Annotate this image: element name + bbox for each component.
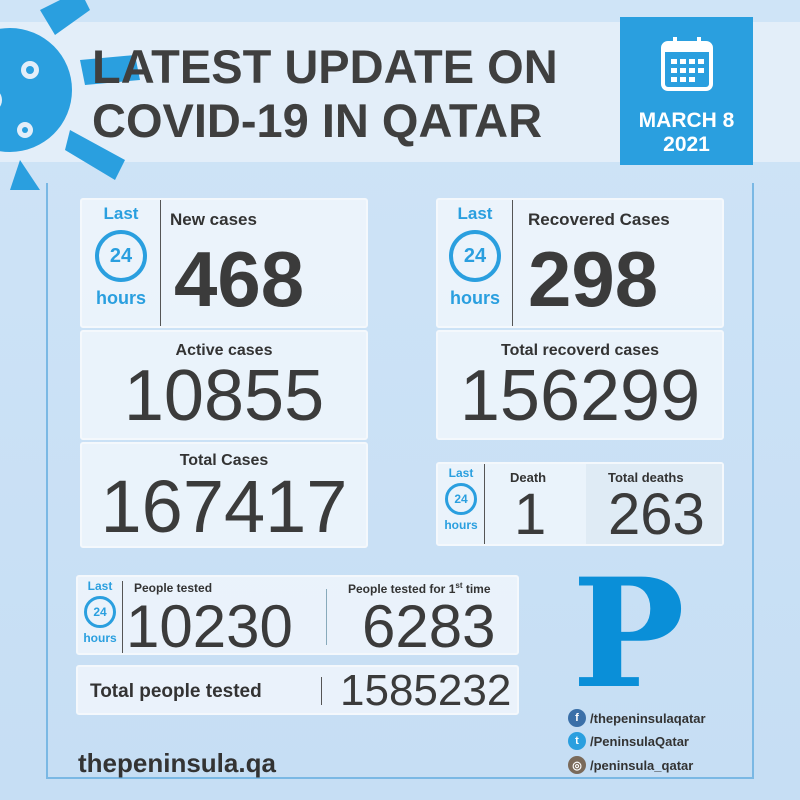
clock-24-icon: 24 xyxy=(95,230,147,282)
last-label: Last xyxy=(87,579,113,593)
total-deaths-label: Total deaths xyxy=(608,470,684,485)
virus-icon xyxy=(0,0,140,190)
content-frame xyxy=(46,183,754,779)
total-tested-label: Total people tested xyxy=(90,681,262,702)
total-cases-label: Total Cases xyxy=(179,452,269,469)
clock-24-icon: 24 xyxy=(445,483,477,515)
last-label: Last xyxy=(457,204,493,223)
calendar-icon xyxy=(661,37,713,91)
total-recovered-card: Total recoverd cases 156299 xyxy=(436,330,724,440)
death-label: Death xyxy=(510,470,547,485)
divider xyxy=(484,464,485,544)
death-value: 1 xyxy=(514,482,547,547)
new-cases-value: 468 xyxy=(174,235,305,323)
total-cases-value: 167417 xyxy=(100,465,348,548)
recovered-label: Recovered Cases xyxy=(528,210,670,229)
instagram-icon: ◎ xyxy=(568,756,586,774)
active-cases-label: Active cases xyxy=(175,342,273,359)
divider xyxy=(122,581,123,653)
active-cases-card: Active cases 10855 xyxy=(80,330,368,440)
deaths-card: Last 24 hours Death 1 Total deaths 263 xyxy=(436,462,724,546)
divider xyxy=(326,589,327,645)
facebook-icon: f xyxy=(568,709,586,727)
divider xyxy=(512,200,513,326)
facebook-link[interactable]: f/thepeninsulaqatar xyxy=(568,709,706,727)
recovered-card: Last 24 hours Recovered Cases 298 xyxy=(436,198,724,328)
new-cases-label: New cases xyxy=(170,210,257,229)
new-cases-card: Last 24 hours New cases 468 xyxy=(80,198,368,328)
total-recovered-value: 156299 xyxy=(459,356,701,436)
active-cases-value: 10855 xyxy=(123,356,325,436)
title-line-1: LATEST UPDATE ON xyxy=(92,40,558,93)
recovered-value: 298 xyxy=(528,235,659,323)
date-year: 2021 xyxy=(663,133,710,156)
title-line-2: COVID-19 IN QATAR xyxy=(92,94,543,147)
twitter-icon: t xyxy=(568,732,586,750)
website-link[interactable]: thepeninsula.qa xyxy=(78,748,276,778)
last-label: Last xyxy=(448,466,474,480)
first-time-value: 6283 xyxy=(362,593,496,660)
first-time-label: People tested for 1st time xyxy=(348,581,491,596)
total-deaths-value: 263 xyxy=(608,482,705,547)
hours-label: hours xyxy=(83,631,117,645)
hours-label: hours xyxy=(95,288,146,308)
peninsula-logo: P xyxy=(572,566,685,702)
clock-24-icon: 24 xyxy=(449,230,501,282)
divider xyxy=(160,200,161,326)
date-day: MARCH 8 xyxy=(638,109,735,132)
people-tested-card: Last 24 hours People tested 10230 People… xyxy=(76,575,519,660)
instagram-link[interactable]: ◎/peninsula_qatar xyxy=(568,756,693,774)
total-cases-card: Total Cases 167417 xyxy=(80,442,368,548)
people-tested-value: 10230 xyxy=(126,593,293,660)
people-tested-label: People tested xyxy=(134,581,213,595)
date-box: MARCH 8 2021 xyxy=(620,17,753,165)
hours-label: hours xyxy=(449,288,500,308)
total-tested-card: Total people tested 1585232 xyxy=(76,665,519,715)
twitter-link[interactable]: t/PeninsulaQatar xyxy=(568,732,689,750)
divider xyxy=(321,677,322,705)
last-label: Last xyxy=(103,204,139,223)
clock-24-icon: 24 xyxy=(84,596,116,628)
total-tested-value: 1585232 xyxy=(340,666,512,715)
page-title: LATEST UPDATE ON COVID-19 IN QATAR xyxy=(92,40,610,148)
total-deaths-panel xyxy=(586,464,722,544)
total-recovered-label: Total recoverd cases xyxy=(500,342,659,359)
hours-label: hours xyxy=(444,518,478,532)
